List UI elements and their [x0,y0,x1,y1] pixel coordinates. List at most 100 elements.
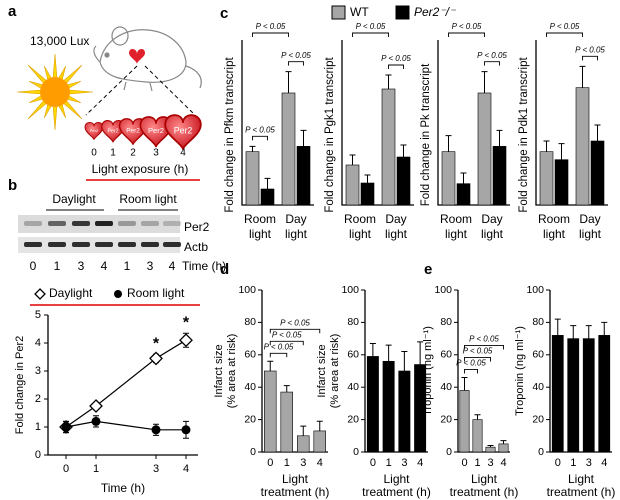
band [24,242,42,247]
legend-swatch [331,5,346,20]
bar [582,338,595,453]
x-tick-label: 1 [110,148,116,159]
bar [551,335,564,453]
y-tick-label: 4 [35,337,41,349]
y-axis-label: Infarct size [316,344,328,397]
bar [264,370,277,453]
significance-bracket [546,32,583,37]
y-axis-label: (% area at risk) [329,334,341,409]
heart-row: Per2 Per2 Per2 Per2 Per2 [84,114,202,150]
x-tick-label: light [385,227,408,241]
x-tick-label: 1 [570,457,576,469]
bar [485,446,496,453]
x-tick-label: Room [344,212,376,226]
x-tick-label: 1 [474,457,480,469]
x-tick-label: Day [285,212,306,226]
error-bar [417,341,424,365]
error-bar [364,174,371,183]
significance-bracket [269,352,288,358]
x-tick-label: 0 [91,148,97,159]
lane-label: 1 [124,259,131,273]
y-axis-label: Infarct size [213,344,225,397]
lane-label: 1 [54,259,61,273]
y-tick-label: 80 [440,316,452,328]
bar [498,443,509,453]
error-bar [481,71,488,93]
y-tick-label: 100 [526,284,544,296]
significance-bracket [464,345,504,350]
bar [598,335,611,453]
lane-label: 4 [101,259,108,273]
mouse-outline [93,26,202,92]
y-tick-label: 2 [35,393,41,405]
error-bar [594,124,601,141]
significance-bracket [484,61,500,66]
x-tick-label: 3 [401,457,407,469]
bar [459,390,470,453]
panel-label: b [8,177,17,194]
point [151,425,161,435]
significance-bracket [388,64,404,69]
error-bar [558,143,565,160]
y-tick-label: 60 [347,349,359,361]
y-tick-label: 40 [440,381,452,393]
x-tick-label: Room [244,212,276,226]
illuminance-label: 13,000 Lux [30,34,89,48]
band-label: Per2 [184,220,210,234]
significance-label: P < 0.05 [281,51,311,60]
x-tick-label: Day [481,212,502,226]
legend-swatch [395,5,410,20]
bar [313,430,326,453]
sun-ray [27,99,48,120]
y-axis-label: Fold change in Per2 [14,336,26,434]
bar [296,146,311,206]
x-tick-label: 1 [284,457,290,469]
significance-bracket [252,32,289,37]
bar [281,92,296,206]
y-tick-label: 80 [244,316,256,328]
band [72,242,90,247]
x-axis-label: Light [471,472,498,486]
bar [539,151,554,206]
x-tick-label: 3 [153,148,159,159]
x-tick-label: light [285,227,308,241]
heart-label: Per2 [174,125,193,135]
x-tick-label: 2 [130,148,136,159]
significance-bracket [448,32,485,37]
band [141,221,159,226]
bar [472,419,483,453]
error-bar [460,172,467,184]
significance-label: P < 0.05 [463,347,493,356]
band [24,221,42,226]
sun-ray [52,105,58,131]
error-bar [496,129,503,147]
lane-label: 0 [30,259,37,273]
significance-label: P < 0.05 [469,335,499,344]
significance-label: P < 0.05 [456,359,486,368]
band [95,242,113,247]
y-axis-label: Fold change in Pdk1 transcript [518,57,530,213]
bar [398,370,411,453]
y-tick-label: 40 [244,381,256,393]
legend-marker [114,290,122,298]
x-tick-label: 4 [180,148,186,159]
x-tick-label: Day [579,212,600,226]
band [118,242,136,247]
y-tick-label: 5 [35,309,41,321]
y-tick-label: 20 [440,413,452,425]
lane-label: 3 [78,259,85,273]
sun-disc [40,77,70,107]
error-bar [249,145,256,152]
x-tick-label: Day [385,212,406,226]
error-bar [500,440,507,444]
error-bar [385,74,392,89]
x-tick-label: light [579,227,602,241]
y-tick-label: 20 [532,413,544,425]
point [61,422,71,432]
x-tick-label: 1 [93,463,99,475]
x-axis-label: Light [383,472,410,486]
y-tick-label: 0 [250,446,256,458]
heart-icon [129,48,145,64]
sun-ray [68,89,94,95]
legend-marker [34,288,46,300]
